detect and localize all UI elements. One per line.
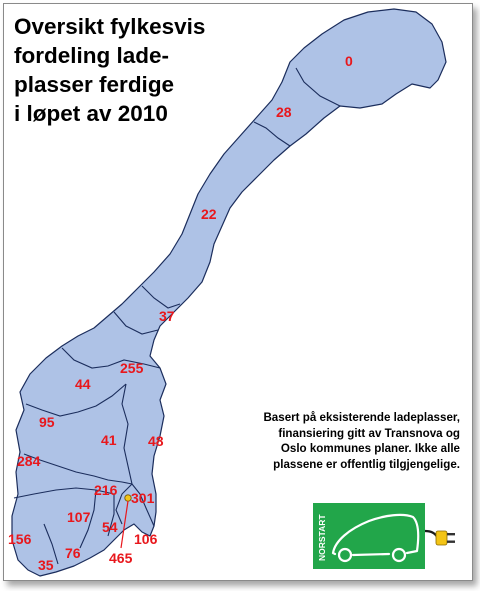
norway-map: 0 28 22 37 255 44 95 41 48 284 216 301 1… xyxy=(8,8,447,577)
info-line: plassene er offentlig tilgjengelige. xyxy=(273,457,460,471)
county-value-hordaland: 284 xyxy=(17,453,41,469)
county-value-akershus: 216 xyxy=(94,482,118,498)
logo-green-panel xyxy=(313,503,425,569)
county-value-nordland: 22 xyxy=(201,206,217,222)
county-borders xyxy=(13,67,341,565)
county-value-buskerud: 107 xyxy=(67,509,91,525)
county-value-sogn-og-fjordane: 95 xyxy=(39,414,55,430)
county-value-sor-trondelag: 255 xyxy=(120,360,144,376)
county-value-rogaland: 156 xyxy=(8,531,32,547)
county-value-vestfold: 54 xyxy=(102,519,118,535)
plug-cable-icon xyxy=(424,529,438,538)
info-line: Oslo kommunes planer. Ikke alle xyxy=(280,442,460,455)
title-line: plasser ferdige xyxy=(14,72,175,97)
title-line: Oversikt fylkesvis xyxy=(14,14,206,39)
car-wheel-icon xyxy=(337,547,353,563)
plug-prong-icon xyxy=(447,533,455,536)
county-value-oslo: 301 xyxy=(131,490,155,506)
county-value-aust-agder: 465 xyxy=(109,550,133,566)
norstart-logo: NORSTART xyxy=(313,503,455,569)
county-values: 0 28 22 37 255 44 95 41 48 284 216 301 1… xyxy=(8,53,353,573)
car-icon xyxy=(331,513,420,557)
county-value-oppland: 41 xyxy=(101,432,117,448)
map-title: Oversikt fylkesvis fordeling lade- plass… xyxy=(14,12,234,128)
info-line: finansiering gitt av Transnova og xyxy=(278,426,460,440)
aust-agder-leader-line xyxy=(120,500,129,549)
map-frame: 0 28 22 37 255 44 95 41 48 284 216 301 1… xyxy=(3,3,473,581)
title-line: fordeling lade- xyxy=(14,43,170,68)
logo-text: NORSTART xyxy=(317,514,327,561)
norway-landmass xyxy=(11,8,447,577)
car-wheel-icon xyxy=(391,547,407,563)
county-value-finnmark: 0 xyxy=(345,53,353,69)
county-value-vest-agder: 35 xyxy=(38,557,54,573)
county-value-ostfold: 106 xyxy=(134,531,158,547)
plug-prong-icon xyxy=(447,540,455,543)
title-line: i løpet av 2010 xyxy=(14,101,168,126)
info-line: Basert på eksisterende ladeplasser, xyxy=(263,411,460,424)
county-value-telemark: 76 xyxy=(65,545,81,561)
county-value-troms: 28 xyxy=(276,104,292,120)
info-note: Basert på eksisterende ladeplasser, fina… xyxy=(218,410,460,472)
plug-icon xyxy=(435,530,448,546)
county-value-hedmark: 48 xyxy=(148,433,164,449)
county-value-nord-trondelag: 37 xyxy=(159,308,175,324)
county-value-more-og-romsdal: 44 xyxy=(75,376,91,392)
